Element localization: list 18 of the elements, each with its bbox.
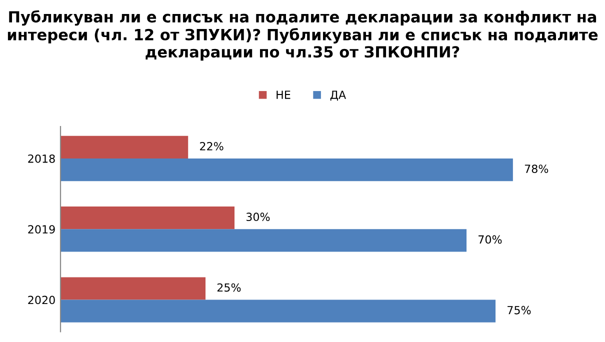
bar [60,300,496,322]
chart-title: Публикуван ли е списък на подалите декларации за конфликт на интереси (чл. 12 от ЗПУКИ)? Публикуван ли е списък на подалите декларации по чл.35 от ЗПКОНПИ? [8,10,598,61]
data-label: 25% [217,283,241,292]
y-tick-label: 2019 [28,225,55,234]
data-label: 75% [508,306,531,314]
data-label: 70% [478,235,502,244]
data-label: 22% [200,142,224,150]
y-tick-label: 2018 [28,154,55,163]
bar [60,136,188,158]
data-label: 30% [246,212,270,222]
legend-label: ДА [330,90,346,101]
bar [60,158,513,182]
bar [60,229,467,252]
legend-label: НЕ [276,90,290,99]
bar [60,277,206,300]
data-label: 78% [524,164,548,174]
y-tick-label: 2020 [28,296,55,304]
bar [60,206,235,230]
